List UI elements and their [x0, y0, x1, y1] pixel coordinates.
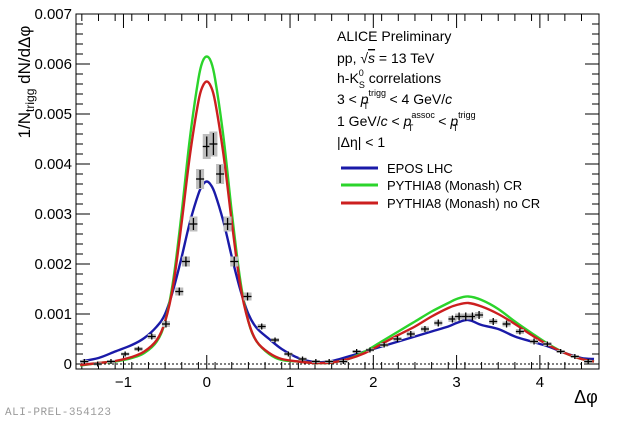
curve-pythia8-monash-no-cr	[80, 80, 595, 367]
annotation-block: ALICE Preliminary pp, √s = 13 TeV h-K0 S …	[337, 28, 476, 150]
model-curves	[79, 55, 595, 367]
data-points	[80, 131, 593, 367]
annotation-assoc-c: c	[381, 113, 388, 129]
y-axis-title-main: 1/N	[15, 112, 34, 138]
x-tick-label: −1	[115, 374, 132, 391]
annotation-eta: |Δη| < 1	[337, 134, 385, 150]
figure-id-label: ALI-PREL-354123	[5, 407, 112, 419]
annotation-title: ALICE Preliminary	[337, 28, 451, 44]
annotation-assoc-mid: <	[388, 113, 404, 129]
x-axis-title: Δφ	[574, 387, 598, 407]
x-tick-label: 0	[203, 374, 211, 391]
legend-label-epos: EPOS LHC	[387, 161, 453, 176]
legend-label-pythia-cr: PYTHIA8 (Monash) CR	[387, 178, 522, 193]
y-tick-label: 0.005	[34, 106, 72, 123]
legend-label-pythia-nocr: PYTHIA8 (Monash) no CR	[387, 196, 540, 211]
annotation-trigger-sup: trigg	[369, 88, 387, 98]
y-tick-label: 0	[64, 356, 72, 373]
plot-frame	[75, 13, 600, 370]
y-tick-label: 0.004	[34, 156, 72, 173]
annotation-assoc-p1: p	[403, 113, 412, 129]
annotation-energy: pp, √s = 13 TeV	[337, 50, 435, 66]
annotation-assoc-p2: p	[449, 113, 458, 129]
annotation-correlations-pre: h-K	[337, 70, 359, 86]
annotation-assoc-sub2: T	[453, 123, 459, 133]
annotation-energy-post: = 13 TeV	[375, 50, 435, 66]
legend: EPOS LHC PYTHIA8 (Monash) CR PYTHIA8 (Mo…	[341, 161, 540, 211]
annotation-assoc-range: 1 GeV/c < passoc T < ptrigg T	[337, 110, 476, 133]
x-tick-label: 3	[452, 374, 460, 391]
annotation-correlations-post: correlations	[365, 70, 441, 86]
annotation-assoc-pre: 1 GeV/	[337, 113, 381, 129]
x-tick-label: 2	[369, 374, 377, 391]
annotation-assoc-sup2: trigg	[458, 110, 476, 120]
annotation-trigger-sub: T	[363, 101, 369, 111]
y-tick-label: 0.006	[34, 56, 72, 73]
annotation-energy-s: s	[368, 50, 375, 66]
x-tick-label: 1	[286, 374, 294, 391]
annotation-trigger-c: c	[445, 91, 452, 107]
annotation-assoc-sup1: assoc	[411, 110, 435, 120]
annotation-trigger-range: 3 < ptrigg T < 4 GeV/c	[337, 88, 452, 111]
annotation-trigger-p: p	[360, 91, 369, 107]
y-axis-title-sub: trigg	[23, 89, 37, 112]
y-tick-label: 0.001	[34, 306, 72, 323]
annotation-correlations: h-K0 S correlations	[337, 68, 441, 90]
annotation-correlations-sup: 0	[359, 68, 364, 78]
y-axis-title: 1/Ntrigg dN/dΔφ	[15, 26, 37, 139]
annotation-trigger-post: < 4 GeV/	[386, 91, 446, 107]
axes-ticks: 0 0.001 0.002 0.003 0.004 0.005 0.006 0.007 −1 0 1…	[34, 6, 599, 391]
annotation-assoc-mid2: <	[434, 113, 450, 129]
annotation-energy-pre: pp,	[337, 50, 360, 66]
annotation-assoc-sub1: T	[408, 123, 414, 133]
y-tick-label: 0.007	[34, 6, 72, 23]
x-tick-label: 4	[536, 374, 544, 391]
y-axis-title-tail: dN/dΔφ	[15, 26, 34, 89]
annotation-energy-sqrt: √	[360, 50, 368, 66]
y-tick-label: 0.002	[34, 256, 72, 273]
annotation-correlations-sub: S	[359, 80, 365, 90]
y-tick-label: 0.003	[34, 206, 72, 223]
annotation-trigger-pre: 3 <	[337, 91, 361, 107]
